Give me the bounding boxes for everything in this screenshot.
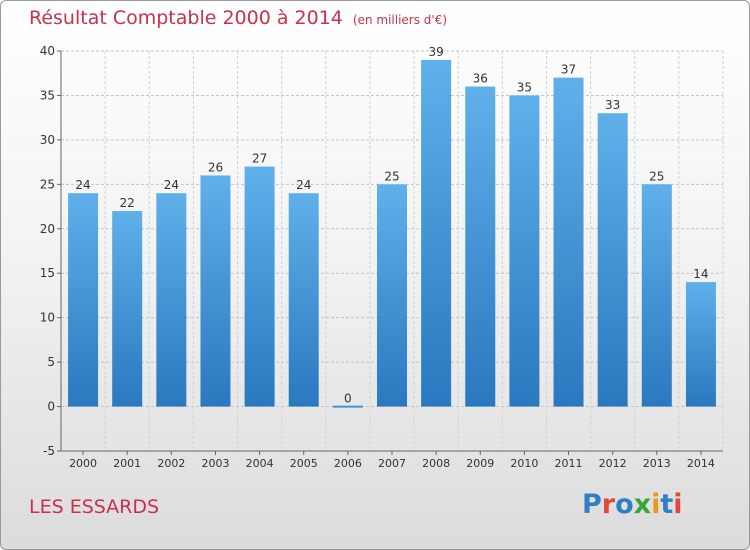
logo-letter: i <box>651 489 661 520</box>
logo-letter: o <box>615 489 634 520</box>
bar <box>112 211 143 407</box>
x-tick-labels: 2000 2001 2002 2003 2004 2005 2006 2007 2008 2009… <box>69 457 715 470</box>
x-tick-label: 2014 <box>687 457 715 470</box>
y-tick-labels: -5 0 5 10 15 20 25 30 35 40 <box>40 44 55 458</box>
bar <box>377 184 407 407</box>
axes <box>57 50 723 455</box>
y-tick-label: 15 <box>40 266 55 280</box>
x-tick-label: 2010 <box>510 457 538 470</box>
x-tick-label: 2008 <box>422 457 450 470</box>
y-tick-label: 40 <box>40 44 55 58</box>
data-label: 25 <box>384 169 399 183</box>
bar <box>332 405 363 408</box>
proxiti-logo: Proxiti <box>582 489 683 520</box>
x-tick-label: 2002 <box>157 457 185 470</box>
y-tick-label: -5 <box>43 444 55 458</box>
data-label: 24 <box>75 178 90 192</box>
bars <box>68 59 716 408</box>
data-label: 0 <box>344 392 352 406</box>
logo-letter: t <box>660 489 674 520</box>
chart-title: Résultat Comptable 2000 à 2014 (en millie… <box>29 7 447 29</box>
logo-letter: r <box>601 489 616 520</box>
bar <box>597 113 628 407</box>
x-tick-label: 2013 <box>643 457 671 470</box>
x-tick-label: 2006 <box>334 457 362 470</box>
data-label: 33 <box>605 98 620 112</box>
title-text: Résultat Comptable 2000 à 2014 <box>29 7 343 29</box>
y-tick-label: 0 <box>47 400 55 414</box>
x-tick-label: 2011 <box>555 457 583 470</box>
data-label: 24 <box>164 178 179 192</box>
y-tick-label: 20 <box>40 222 55 236</box>
data-label: 14 <box>693 267 708 281</box>
bar <box>641 184 672 407</box>
x-tick-label: 2007 <box>378 457 406 470</box>
bar <box>244 166 275 407</box>
data-label: 25 <box>649 169 664 183</box>
x-tick-label: 2000 <box>69 457 97 470</box>
logo-letter: P <box>582 489 602 520</box>
data-labels: 24 22 24 26 27 24 0 25 39 36 35 37 33 25 14 <box>75 45 708 406</box>
y-tick-label: 25 <box>40 177 55 191</box>
bar <box>685 282 716 407</box>
data-label: 36 <box>473 72 488 86</box>
y-tick-label: 10 <box>40 311 55 325</box>
bar <box>200 175 231 407</box>
y-tick-label: 35 <box>40 88 55 102</box>
bar <box>553 77 584 407</box>
x-tick-label: 2005 <box>290 457 318 470</box>
data-label: 26 <box>208 160 223 174</box>
data-label: 27 <box>252 152 267 166</box>
commune-name: LES ESSARDS <box>29 496 160 518</box>
data-label: 35 <box>517 80 532 94</box>
logo-letter: x <box>633 489 652 520</box>
x-tick-label: 2004 <box>246 457 274 470</box>
x-tick-label: 2012 <box>599 457 627 470</box>
bar <box>421 59 452 407</box>
bar <box>156 193 187 407</box>
data-label: 22 <box>120 196 135 210</box>
data-label: 39 <box>428 45 443 59</box>
bar <box>288 193 319 407</box>
x-tick-label: 2001 <box>113 457 141 470</box>
y-tick-label: 5 <box>47 355 55 369</box>
x-tick-label: 2003 <box>201 457 229 470</box>
bar <box>509 95 540 407</box>
logo-letter: i <box>673 489 683 520</box>
data-label: 37 <box>561 63 576 77</box>
x-tick-label: 2009 <box>466 457 494 470</box>
title-unit: (en milliers d'€) <box>352 13 448 27</box>
y-tick-label: 30 <box>40 133 55 147</box>
bar <box>465 86 496 407</box>
data-label: 24 <box>296 178 311 192</box>
bar <box>68 193 99 407</box>
